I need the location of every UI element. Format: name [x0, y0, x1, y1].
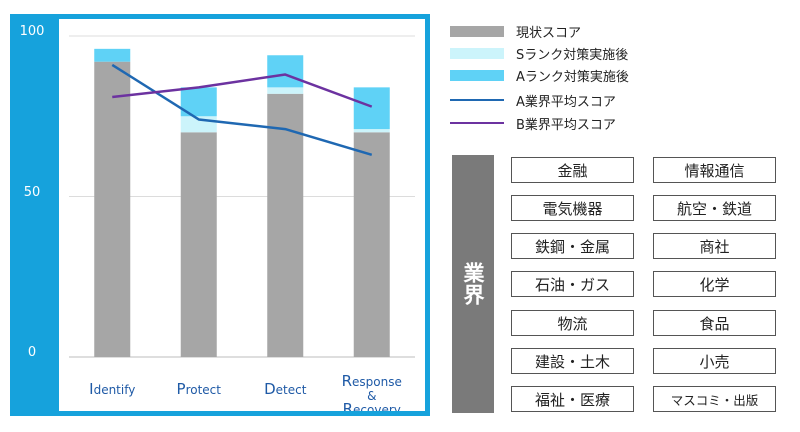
y-tick-label-50: 50: [23, 185, 41, 200]
legend-swatch-current: [450, 25, 504, 37]
legend-swatch-s-rank: [450, 47, 504, 59]
legend-item-b-industry-avg: B業界平均スコア: [450, 114, 616, 133]
bar-a-rank-0: [94, 48, 131, 62]
x-tick-label-3: Response & Recovery: [342, 372, 402, 411]
y-tick-label-0: 0: [27, 345, 37, 360]
industry-item-food: 食品: [653, 310, 776, 336]
industry-title: 業界: [461, 262, 485, 306]
industry-item-steel-metal: 鉄鋼・金属: [511, 233, 634, 259]
legend-item-a-industry-avg: A業界平均スコア: [450, 91, 616, 110]
bar-s-rank-2: [267, 87, 304, 94]
legend-line-b-industry-avg: [450, 122, 504, 124]
industry-item-electrical: 電気機器: [511, 195, 634, 221]
legend-label-s-rank: Sランク対策実施後: [516, 47, 629, 63]
industry-item-retail: 小売: [653, 348, 776, 374]
industry-item-oil-gas: 石油・ガス: [511, 271, 634, 297]
industry-header: 業界: [452, 155, 494, 413]
industry-item-logistics: 物流: [511, 310, 634, 336]
legend-swatch-a-rank: [450, 69, 504, 81]
line-b-industry-avg: [112, 73, 373, 108]
industry-item-finance: 金融: [511, 157, 634, 183]
legend-item-a-rank: Aランク対策実施後: [450, 66, 629, 85]
bar-current-2: [267, 93, 304, 357]
legend-label-a-rank: Aランク対策実施後: [516, 69, 629, 85]
legend-item-s-rank: Sランク対策実施後: [450, 44, 629, 63]
bar-current-0: [94, 61, 131, 358]
legend-line-a-industry-avg: [450, 99, 504, 101]
bar-a-rank-2: [267, 55, 304, 88]
bar-a-rank-3: [353, 87, 390, 130]
legend-label-a-industry-avg: A業界平均スコア: [516, 94, 616, 110]
x-tick-label-2: Detect: [264, 380, 307, 398]
industry-item-ict: 情報通信: [653, 157, 776, 183]
legend-label-current: 現状スコア: [516, 25, 582, 41]
industry-item-welfare-medical: 福祉・医療: [511, 386, 634, 412]
legend-label-b-industry-avg: B業界平均スコア: [516, 117, 616, 133]
bar-s-rank-3: [353, 129, 390, 133]
chart-frame: 100 50 0 Identify Protect Detect Response & R…: [10, 14, 430, 416]
plot-area: Identify Protect Detect Response & Recovery: [59, 19, 425, 411]
bar-current-3: [353, 132, 390, 357]
industry-item-chemical: 化学: [653, 271, 776, 297]
industry-item-aviation-rail: 航空・鉄道: [653, 195, 776, 221]
industry-item-media-publishing: マスコミ・出版: [653, 386, 776, 412]
bar-current-1: [180, 132, 217, 357]
x-tick-label-1: Protect: [177, 380, 222, 398]
legend-item-current: 現状スコア: [450, 22, 582, 41]
chart-svg: Identify Protect Detect Response & Recovery: [69, 35, 415, 411]
industry-item-trading: 商社: [653, 233, 776, 259]
y-tick-label-100: 100: [19, 24, 45, 39]
x-tick-label-0: Identify: [89, 380, 135, 398]
line-a-industry-avg: [111, 63, 373, 156]
industry-item-construction: 建設・土木: [511, 348, 634, 374]
